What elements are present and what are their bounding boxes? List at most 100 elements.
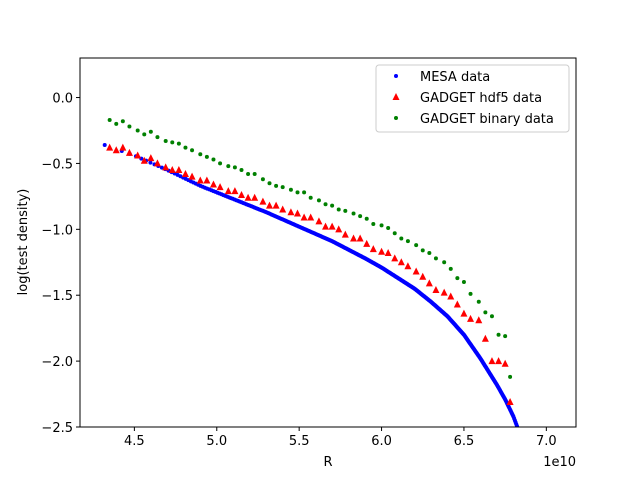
gadget-hdf5-data-point bbox=[432, 285, 440, 293]
gadget-hdf5-data-point bbox=[224, 187, 232, 195]
gadget-hdf5-data-point bbox=[112, 146, 120, 154]
gadget-hdf5-data-point bbox=[460, 309, 468, 317]
gadget-binary-data-point bbox=[358, 214, 363, 219]
gadget-hdf5-data-point bbox=[162, 163, 170, 171]
gadget-binary-data-point bbox=[190, 148, 195, 153]
plot-frame bbox=[79, 57, 577, 428]
gadget-hdf5-data-point bbox=[440, 288, 448, 296]
gadget-hdf5-data-point bbox=[322, 222, 330, 230]
gadget-binary-data-point bbox=[330, 203, 335, 208]
x-tick-label: 4.5 bbox=[124, 434, 145, 449]
legend-label-gadget-binary: GADGET binary data bbox=[420, 112, 554, 127]
gadget-hdf5-data-point bbox=[350, 234, 358, 242]
y-tick-label: −0.5 bbox=[41, 157, 73, 172]
gadget-hdf5-data-point bbox=[106, 143, 114, 151]
gadget-hdf5-data-point bbox=[244, 193, 252, 201]
gadget-hdf5-data-point bbox=[134, 151, 142, 159]
gadget-binary-data-point bbox=[239, 168, 244, 173]
gadget-binary-data-point bbox=[252, 171, 257, 176]
gadget-binary-data-point bbox=[218, 161, 223, 166]
y-tick-label: 0.0 bbox=[52, 92, 73, 107]
gadget-hdf5-data-point bbox=[181, 169, 189, 177]
gadget-hdf5-data-point bbox=[300, 213, 308, 221]
mesa-data-point bbox=[159, 165, 164, 170]
gadget-hdf5-data-point bbox=[196, 176, 204, 184]
gadget-hdf5-data-point bbox=[363, 239, 371, 247]
gadget-binary-data-point bbox=[274, 183, 279, 188]
gadget-hdf5-data-point bbox=[335, 225, 343, 233]
legend-label-gadget-hdf5: GADGET hdf5 data bbox=[420, 91, 542, 106]
gadget-binary-data-point bbox=[455, 276, 460, 281]
gadget-hdf5-data-point bbox=[153, 159, 161, 167]
legend: MESA data GADGET hdf5 data GADGET binary… bbox=[375, 64, 570, 133]
gadget-hdf5-data-point bbox=[384, 249, 392, 257]
y-tick-label: −1.5 bbox=[41, 289, 73, 304]
gadget-binary-data-point bbox=[392, 231, 397, 236]
gadget-hdf5-data-point bbox=[125, 148, 133, 156]
legend-entry-mesa: MESA data bbox=[394, 70, 490, 85]
gadget-binary-data-point bbox=[135, 128, 140, 133]
gadget-binary-data-point bbox=[364, 216, 369, 221]
gadget-hdf5-data-point bbox=[341, 230, 349, 238]
gadget-binary-data-point bbox=[343, 208, 348, 213]
gadget-hdf5-data-point bbox=[168, 166, 176, 174]
gadget-binary-data-point bbox=[371, 222, 376, 227]
gadget-binary-data-point bbox=[503, 334, 508, 339]
x-axis-ticks: 4.5 5.0 5.5 6.0 6.5 7.0 bbox=[124, 427, 557, 449]
mesa-data-point bbox=[102, 142, 107, 147]
gadget-binary-data-point bbox=[226, 164, 231, 169]
x-tick-label: 5.0 bbox=[206, 434, 227, 449]
gadget-binary-data-point bbox=[267, 181, 272, 186]
series-layer bbox=[102, 117, 520, 427]
gadget-hdf5-data-point bbox=[378, 247, 386, 255]
gadget-binary-data-point bbox=[163, 139, 168, 144]
gadget-binary-data-point bbox=[232, 165, 237, 170]
gadget-hdf5-data-point bbox=[140, 156, 148, 164]
gadget-hdf5-data-point bbox=[419, 272, 427, 280]
gadget-binary-data-point bbox=[204, 154, 209, 159]
gadget-binary-data-point bbox=[448, 266, 453, 271]
y-axis-ticks: 0.0 −0.5 −1.0 −1.5 −2.0 −2.5 bbox=[41, 92, 80, 436]
gadget-hdf5-data-point bbox=[501, 359, 509, 367]
gadget-binary-data-point bbox=[316, 198, 321, 203]
gadget-binary-data-point bbox=[120, 119, 125, 124]
gadget-binary-data-point bbox=[302, 190, 307, 195]
gadget-hdf5-data-point bbox=[467, 314, 475, 322]
gadget-hdf5-data-point bbox=[209, 180, 217, 188]
gadget-binary-data-point bbox=[323, 202, 328, 207]
gadget-hdf5-data-point bbox=[231, 187, 239, 195]
legend-frame bbox=[375, 64, 570, 133]
gadget-hdf5-data-point bbox=[175, 166, 183, 174]
gadget-binary-data-point bbox=[155, 135, 160, 140]
gadget-binary-data-point bbox=[489, 314, 494, 319]
gadget-binary-data-point bbox=[420, 248, 425, 253]
gadget-binary-data-point bbox=[386, 226, 391, 231]
gadget-binary-data-point bbox=[107, 117, 112, 122]
legend-marker-gadget-binary bbox=[394, 116, 398, 120]
gadget-hdf5-data-point bbox=[481, 334, 489, 342]
gadget-binary-data-point bbox=[461, 280, 466, 285]
x-tick-label: 6.0 bbox=[371, 434, 392, 449]
gadget-hdf5-data-point bbox=[369, 245, 377, 253]
gadget-hdf5-data-point bbox=[391, 254, 399, 262]
gadget-hdf5-data-point bbox=[475, 316, 483, 324]
gadget-binary-data-point bbox=[476, 299, 481, 304]
gadget-hdf5-data-point bbox=[259, 197, 267, 205]
gadget-binary-data-point bbox=[142, 132, 147, 137]
gadget-binary-data-point bbox=[260, 177, 265, 182]
gadget-binary-data-point bbox=[414, 243, 419, 248]
gadget-hdf5-data-point bbox=[397, 258, 405, 266]
gadget-binary-data-point bbox=[246, 171, 251, 176]
gadget-hdf5-data-point bbox=[488, 357, 496, 365]
gadget-binary-data-point bbox=[442, 260, 447, 265]
gadget-hdf5-data-point bbox=[315, 217, 323, 225]
y-tick-label: −2.0 bbox=[41, 355, 73, 370]
gadget-hdf5-data-point bbox=[287, 208, 295, 216]
gadget-binary-data-point bbox=[433, 256, 438, 261]
gadget-binary-data-point bbox=[280, 185, 285, 190]
gadget-binary-data-point bbox=[379, 223, 384, 228]
gadget-binary-data-point bbox=[148, 129, 153, 134]
gadget-hdf5-data-point bbox=[447, 292, 455, 300]
gadget-hdf5-data-point bbox=[294, 209, 302, 217]
